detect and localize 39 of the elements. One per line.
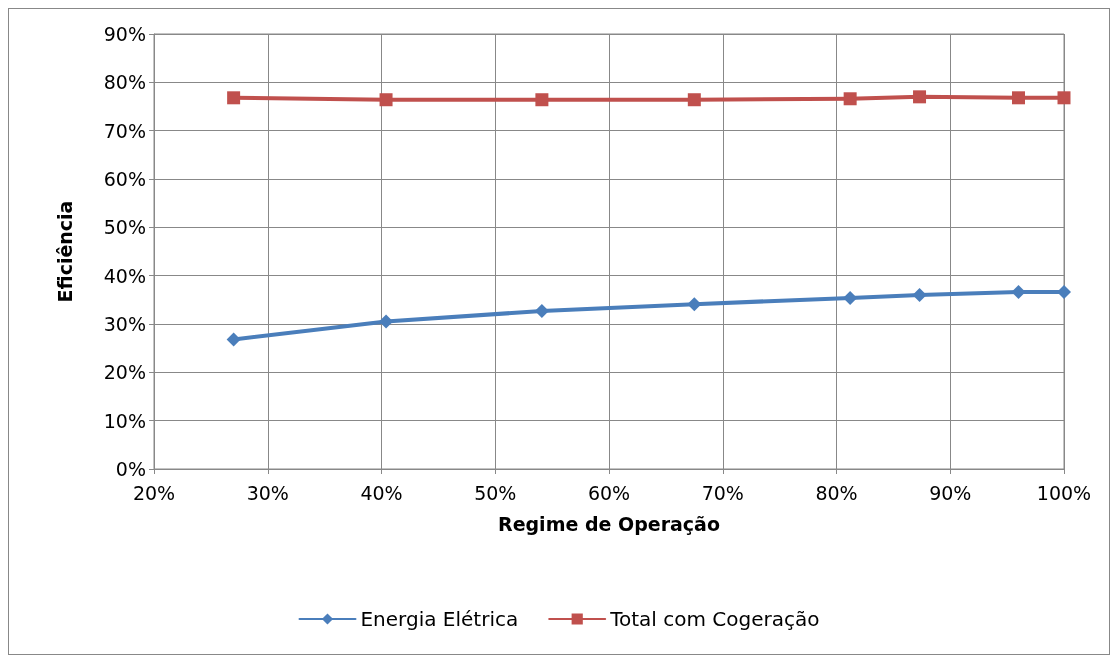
y-tick-label: 20% bbox=[103, 361, 146, 384]
y-tick-label: 0% bbox=[115, 458, 146, 480]
point bbox=[912, 288, 927, 302]
point bbox=[1057, 91, 1071, 105]
y-tick-label: 30% bbox=[103, 313, 146, 335]
x-tick-label: 90% bbox=[929, 481, 972, 504]
point bbox=[379, 93, 393, 107]
y-tick-label: 70% bbox=[103, 119, 146, 142]
point bbox=[227, 91, 241, 105]
point bbox=[535, 93, 549, 107]
x-tick-label: 70% bbox=[701, 481, 744, 504]
y-axis-title: Eficiência bbox=[53, 200, 76, 303]
legend-label: Energia Elétrica bbox=[360, 607, 519, 631]
point bbox=[913, 90, 927, 104]
point bbox=[379, 314, 394, 329]
point bbox=[1012, 91, 1025, 105]
point bbox=[534, 303, 549, 318]
x-tick-label: 40% bbox=[360, 481, 403, 504]
x-axis-title: Regime de Operação bbox=[498, 512, 720, 535]
y-tick-label: 80% bbox=[103, 71, 146, 94]
x-tick-label: 50% bbox=[474, 481, 517, 504]
x-tick-label: 100% bbox=[1036, 481, 1092, 504]
point bbox=[1057, 285, 1071, 300]
point bbox=[1011, 285, 1026, 300]
legend-label: Total com Cogeração bbox=[609, 607, 820, 631]
x-tick-label: 80% bbox=[815, 481, 858, 504]
y-tick-label: 50% bbox=[103, 216, 146, 239]
point bbox=[687, 93, 701, 107]
point bbox=[843, 290, 858, 305]
point bbox=[687, 297, 702, 312]
y-tick-label: 10% bbox=[103, 409, 146, 432]
y-tick-label: 40% bbox=[103, 264, 146, 287]
x-tick-label: 60% bbox=[587, 481, 631, 504]
x-tick-label: 20% bbox=[132, 481, 176, 504]
point bbox=[226, 332, 241, 347]
x-tick-label: 30% bbox=[246, 481, 289, 504]
y-tick-label: 60% bbox=[103, 168, 146, 190]
y-tick-label: 90% bbox=[103, 23, 146, 45]
point bbox=[843, 92, 857, 106]
